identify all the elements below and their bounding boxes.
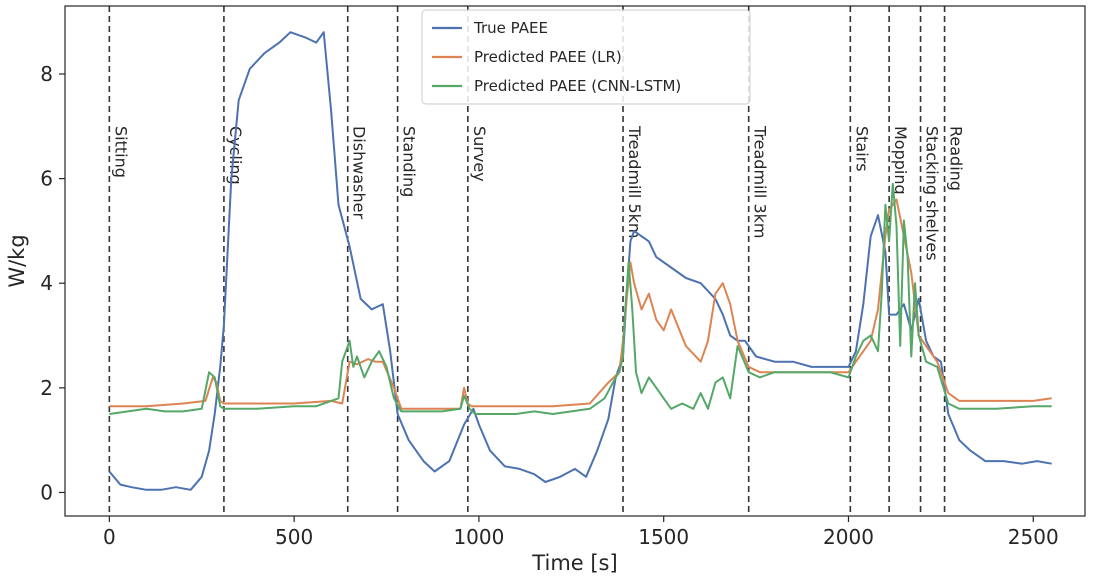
- activity-label: Dishwasher: [350, 126, 369, 219]
- activity-label: Stairs: [852, 126, 871, 172]
- y-tick-label: 4: [40, 271, 53, 295]
- x-tick-label: 0: [103, 525, 116, 549]
- legend-label: Predicted PAEE (CNN-LSTM): [474, 77, 681, 95]
- activity-label: Mopping: [891, 126, 910, 195]
- x-tick-label: 1500: [638, 525, 689, 549]
- legend-label: Predicted PAEE (LR): [474, 48, 622, 66]
- activity-label: Survey: [470, 126, 489, 182]
- plot-area: Sitting Cycling Dishwasher Standing Survey Tr…: [108, 6, 1052, 516]
- series-line: [109, 182, 1052, 415]
- series-line: [108, 31, 1052, 491]
- axes-frame: [64, 5, 1086, 517]
- legend-label: True PAEE: [473, 19, 548, 37]
- x-tick-label: 500: [275, 525, 313, 549]
- y-tick-label: 2: [40, 376, 53, 400]
- x-tick-label: 2500: [1008, 525, 1059, 549]
- legend-box: [421, 9, 751, 105]
- x-axis-label: Time [s]: [531, 551, 617, 575]
- y-tick-label: 6: [40, 167, 53, 191]
- y-tick-label: 8: [40, 62, 53, 86]
- activity-label: Stacking shelves: [923, 126, 942, 261]
- activity-label: Reading: [947, 126, 966, 191]
- x-tick-label: 1000: [453, 525, 504, 549]
- y-tick-label: 0: [40, 480, 53, 504]
- activity-label: Treadmill 3km: [751, 125, 770, 239]
- activity-label: Sitting: [111, 126, 130, 178]
- y-axis-label: W/kg: [5, 234, 29, 287]
- legend: True PAEE Predicted PAEE (LR) Predicted PA…: [421, 9, 751, 105]
- activity-label: Treadmill 5km: [625, 125, 644, 239]
- axes: 0 500 1000 1500 2000 2500 0 2 4 6 8: [40, 5, 1086, 549]
- activity-label: Standing: [400, 126, 419, 197]
- x-tick-label: 2000: [823, 525, 874, 549]
- activity-label: Cycling: [226, 126, 245, 185]
